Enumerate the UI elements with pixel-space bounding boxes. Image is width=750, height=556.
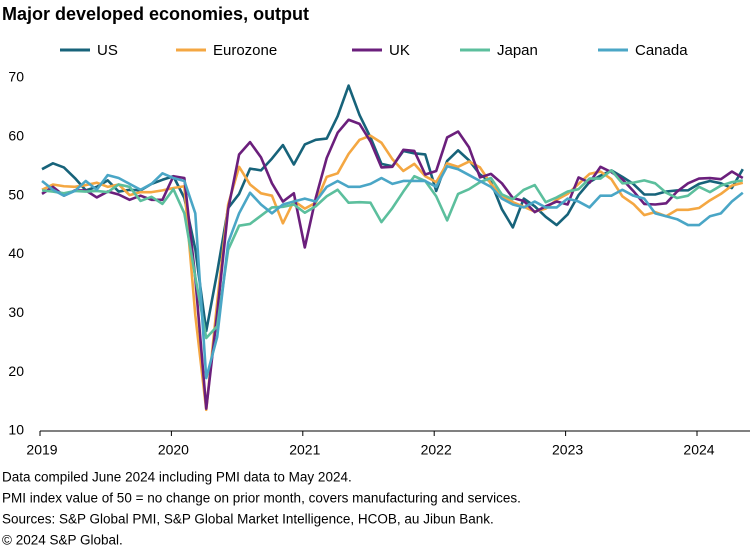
series-line [41, 169, 744, 340]
chart-title: Major developed economies, output [2, 4, 309, 24]
footnote: PMI index value of 50 = no change on pri… [2, 491, 521, 506]
x-tick-label: 2022 [421, 442, 452, 458]
y-tick-label: 70 [8, 69, 24, 85]
x-tick-label: 2020 [158, 442, 189, 458]
y-tick-label: 20 [8, 363, 24, 379]
series-line [41, 134, 744, 412]
footnote: Data compiled June 2024 including PMI da… [2, 470, 352, 485]
footnote: © 2024 S&P Global. [2, 533, 123, 548]
footnote: Sources: S&P Global PMI, S&P Global Mark… [2, 512, 494, 527]
y-tick-label: 50 [8, 186, 24, 202]
series-line [41, 118, 744, 410]
x-tick-label: 2021 [289, 442, 320, 458]
x-tick-label: 2023 [552, 442, 583, 458]
legend-label: UK [389, 42, 410, 59]
y-tick-label: 40 [8, 245, 24, 261]
legend-label: Canada [635, 42, 688, 59]
x-tick-label: 2019 [26, 442, 57, 458]
legend-label: US [97, 42, 118, 59]
x-tick-label: 2024 [683, 442, 714, 458]
series-line [41, 164, 744, 380]
legend-label: Eurozone [213, 42, 277, 59]
legend-label: Japan [497, 42, 538, 59]
y-tick-label: 10 [8, 422, 24, 438]
y-tick-label: 60 [8, 128, 24, 144]
y-tick-label: 30 [8, 304, 24, 320]
